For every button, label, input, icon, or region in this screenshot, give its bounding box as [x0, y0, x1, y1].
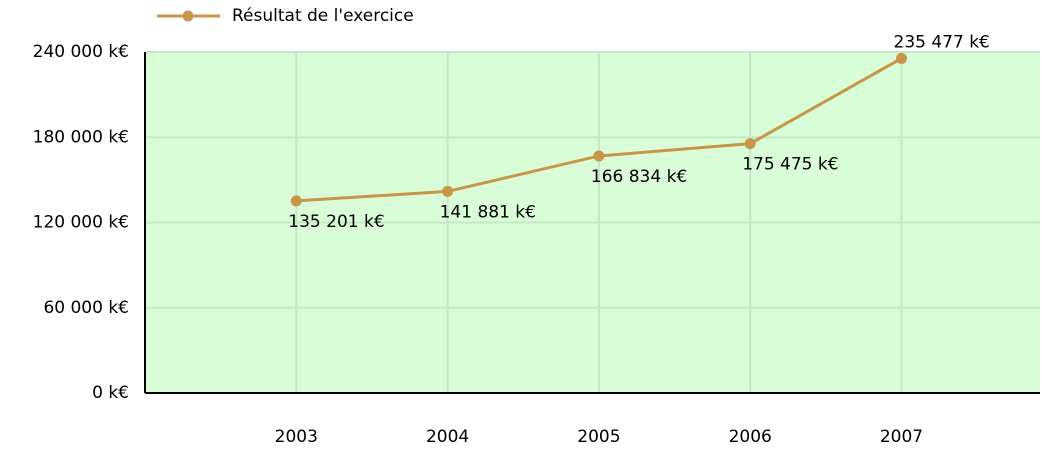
point [593, 150, 605, 162]
y-tick-label: 0 k€ [92, 383, 129, 403]
data-label: 166 834 k€ [591, 167, 687, 187]
legend-label: Résultat de l'exercice [232, 6, 414, 26]
data-label: 175 475 k€ [742, 155, 838, 175]
x-tick-label: 2006 [729, 427, 772, 447]
y-tick-label: 240 000 k€ [33, 42, 129, 62]
point [744, 138, 756, 150]
y-tick-label: 120 000 k€ [33, 213, 129, 233]
x-tick-label: 2003 [275, 427, 318, 447]
y-tick-label: 180 000 k€ [33, 127, 129, 147]
point [290, 195, 302, 207]
data-label: 141 881 k€ [440, 202, 536, 222]
point [442, 185, 454, 197]
x-tick-label: 2005 [577, 427, 620, 447]
legend-marker [182, 10, 194, 22]
x-tick-label: 2007 [880, 427, 923, 447]
x-tick-label: 2004 [426, 427, 469, 447]
point [896, 52, 907, 64]
y-tick-label: 60 000 k€ [43, 298, 129, 318]
data-label: 235 477 k€ [894, 32, 990, 52]
data-label: 135 201 k€ [288, 212, 384, 232]
